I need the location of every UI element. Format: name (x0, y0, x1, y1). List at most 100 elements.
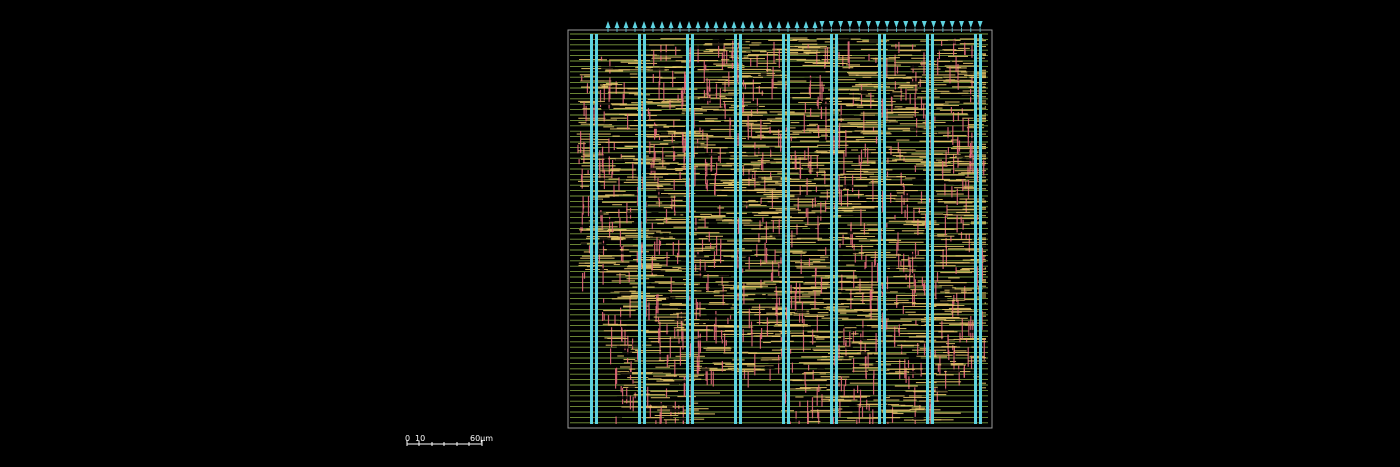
empty-site (599, 268, 604, 272)
empty-site (910, 65, 919, 69)
empty-site (651, 270, 666, 274)
empty-site (941, 363, 951, 367)
empty-site (700, 368, 710, 372)
empty-site (768, 360, 780, 364)
empty-site (950, 89, 958, 93)
output-pin (912, 21, 918, 28)
empty-site (947, 40, 956, 44)
empty-site (935, 388, 949, 392)
empty-site (651, 212, 659, 215)
empty-site (636, 173, 650, 177)
empty-site (670, 409, 681, 412)
power-stripe (974, 34, 977, 424)
empty-site (735, 178, 741, 182)
empty-site (794, 194, 806, 198)
empty-site (652, 67, 665, 71)
empty-site (606, 248, 620, 252)
empty-site (628, 386, 635, 390)
output-pin (875, 21, 881, 28)
empty-site (599, 237, 612, 241)
empty-site (699, 316, 709, 320)
empty-site (632, 222, 641, 226)
empty-site (596, 155, 609, 159)
empty-site (606, 218, 615, 222)
input-pin (785, 21, 791, 28)
power-stripe (734, 34, 737, 424)
output-pin (884, 21, 890, 28)
output-pin (921, 21, 927, 28)
empty-site (581, 242, 587, 246)
empty-site (847, 231, 853, 235)
empty-site (873, 363, 881, 367)
empty-site (898, 348, 904, 352)
input-pin (677, 21, 683, 28)
empty-site (708, 221, 718, 225)
empty-site (709, 285, 722, 288)
empty-site (719, 191, 729, 194)
empty-site (581, 224, 588, 228)
empty-site (891, 273, 900, 276)
empty-site (882, 405, 892, 409)
empty-site (601, 66, 615, 70)
empty-site (745, 105, 759, 109)
empty-site (978, 151, 987, 155)
empty-site (719, 291, 727, 295)
empty-site (620, 372, 632, 375)
empty-site (851, 328, 856, 332)
empty-site (890, 387, 905, 391)
output-pin (977, 21, 983, 28)
power-stripe (590, 34, 593, 424)
input-pin (758, 21, 764, 28)
empty-site (974, 84, 983, 88)
empty-site (946, 369, 960, 373)
output-pin (931, 21, 937, 28)
empty-site (949, 289, 962, 293)
empty-site (632, 343, 643, 347)
empty-site (697, 337, 706, 341)
empty-site (597, 101, 611, 105)
empty-site (693, 143, 701, 147)
empty-site (832, 391, 844, 395)
empty-site (772, 177, 781, 181)
output-pin (940, 21, 946, 28)
empty-site (804, 77, 816, 81)
scale-label-10: 10 (415, 434, 425, 443)
power-stripe (643, 34, 646, 424)
input-pin (686, 21, 692, 28)
empty-site (652, 125, 664, 129)
empty-site (815, 213, 823, 217)
empty-site (744, 300, 753, 304)
power-stripe (926, 34, 929, 424)
output-pin (828, 21, 834, 28)
output-pin (893, 21, 899, 28)
empty-site (898, 303, 912, 307)
empty-site (913, 416, 924, 420)
empty-site (882, 289, 890, 292)
empty-site (657, 194, 671, 198)
empty-site (800, 327, 813, 331)
output-pin (968, 21, 974, 28)
empty-site (937, 297, 948, 301)
empty-site (979, 244, 987, 248)
empty-site (616, 414, 622, 418)
empty-site (696, 254, 705, 258)
scale-bar: 0 10 60µm (405, 434, 493, 446)
empty-site (692, 224, 698, 228)
input-pin (812, 21, 818, 28)
empty-site (889, 266, 897, 270)
output-pin (949, 21, 955, 28)
empty-site (912, 132, 919, 136)
power-stripe (686, 34, 689, 424)
empty-site (612, 251, 625, 255)
empty-site (698, 270, 707, 274)
empty-site (706, 314, 717, 318)
empty-site (886, 122, 897, 126)
empty-site (764, 366, 775, 369)
empty-site (705, 152, 718, 156)
input-pin (767, 21, 773, 28)
power-stripe (931, 34, 934, 424)
cell-routing (576, 37, 987, 424)
empty-site (625, 237, 634, 241)
io-pins (605, 21, 983, 32)
